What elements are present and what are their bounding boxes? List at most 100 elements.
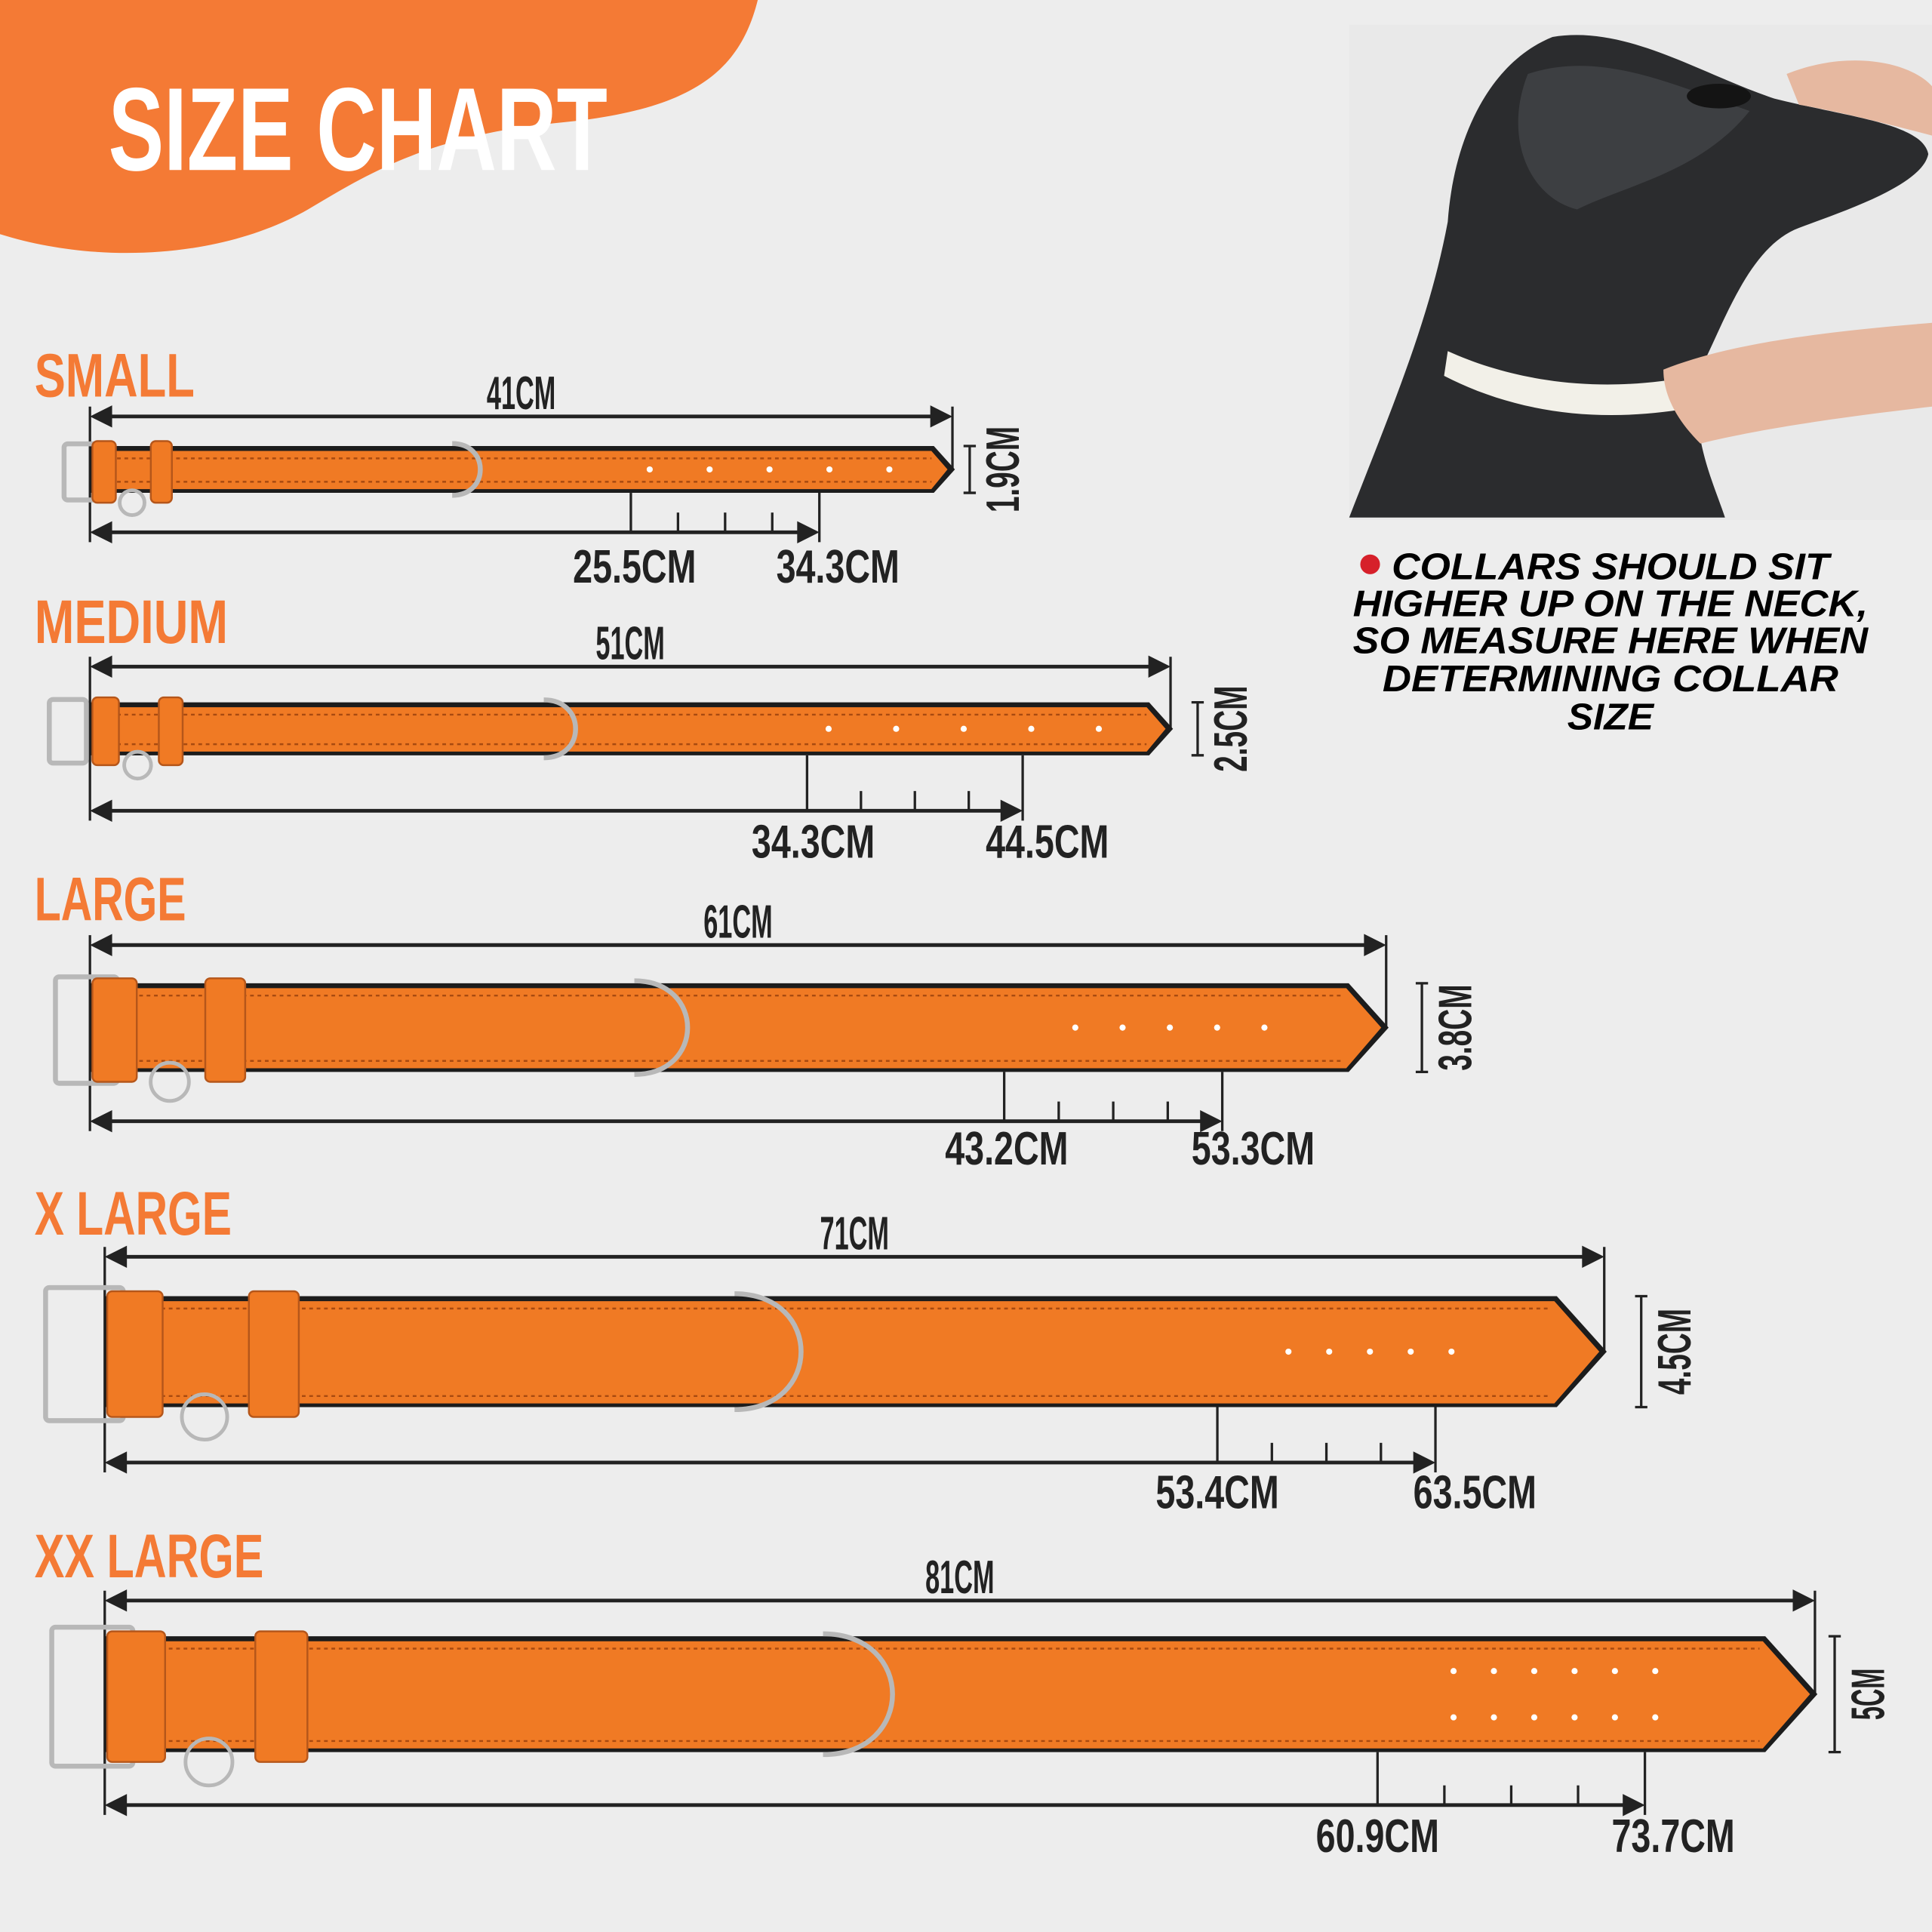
- hole: [1119, 1024, 1126, 1031]
- hole: [826, 466, 833, 473]
- size-row-medium: MEDIUM 51CM 34.3CM 44.5CM 2.5CM: [35, 588, 1258, 868]
- keeper-loop: [248, 1290, 300, 1418]
- hole: [1491, 1668, 1497, 1675]
- collar-image: [53, 974, 1389, 1103]
- hole: [1326, 1348, 1333, 1355]
- hole: [1491, 1714, 1497, 1721]
- neck-max-label: 63.5CM: [1414, 1466, 1537, 1518]
- size-row-xx-large: XX LARGE 81CM 60.9CM 73.7CM 5CM: [35, 1522, 1895, 1863]
- arrow-head-left: [90, 405, 112, 428]
- buckle-icon: [47, 697, 89, 766]
- keeper-loop: [91, 977, 138, 1083]
- keeper-loop: [158, 696, 184, 767]
- keeper-loop: [204, 977, 247, 1083]
- hole: [1214, 1024, 1220, 1031]
- arrow-head-left: [90, 655, 112, 678]
- hole: [1450, 1668, 1457, 1675]
- arrow-head-left: [104, 1245, 128, 1268]
- neck-max-label: 34.3CM: [777, 541, 900, 593]
- measuring-tape-icon: [1444, 351, 1698, 416]
- hole: [1611, 1714, 1618, 1721]
- length-label: 61CM: [703, 896, 772, 948]
- neck-range-arrow: [90, 799, 1023, 822]
- hole: [1285, 1348, 1292, 1355]
- hole: [886, 466, 893, 473]
- red-dot-icon: [1360, 554, 1380, 574]
- note-line: SIZE: [1567, 697, 1655, 738]
- d-ring-icon: [634, 978, 691, 1077]
- hole: [1531, 1714, 1538, 1721]
- arrow-head-left: [90, 799, 112, 822]
- ring-icon: [183, 1737, 235, 1788]
- length-label: 41CM: [487, 368, 555, 420]
- d-ring-icon: [734, 1291, 804, 1413]
- neck-range-arrow: [104, 1451, 1436, 1474]
- hole: [1407, 1348, 1414, 1355]
- keeper-loop: [106, 1290, 164, 1418]
- neck-min-label: 43.2CM: [945, 1123, 1068, 1175]
- hole: [825, 725, 832, 732]
- ring-icon: [149, 1060, 191, 1103]
- d-ring-icon: [451, 441, 483, 498]
- length-arrow: [90, 655, 1171, 678]
- title-banner: [0, 0, 758, 254]
- size-label: MEDIUM: [35, 588, 228, 657]
- width-label: 1.9CM: [977, 426, 1029, 512]
- hole: [1028, 725, 1035, 732]
- hole: [1652, 1668, 1659, 1675]
- d-ring-icon: [543, 697, 578, 761]
- neck-range-arrow: [90, 1110, 1223, 1133]
- hole: [1652, 1714, 1659, 1721]
- neck-range-arrow: [90, 521, 820, 543]
- hole: [1095, 725, 1103, 732]
- length-label: 71CM: [820, 1208, 889, 1260]
- arrow-head-left: [90, 1110, 112, 1133]
- keeper-loop: [91, 696, 120, 767]
- neck-min-label: 53.4CM: [1155, 1466, 1278, 1518]
- collar-image: [61, 440, 955, 518]
- collar-strap: [94, 707, 1166, 752]
- ring-icon: [118, 488, 146, 518]
- arrow-head-right: [1413, 1451, 1436, 1474]
- hole: [1261, 1024, 1268, 1031]
- page-title: SIZE CHART: [109, 63, 608, 195]
- keeper-loop: [91, 440, 117, 504]
- width-label: 3.8CM: [1429, 984, 1481, 1070]
- length-label: 81CM: [925, 1552, 994, 1604]
- arrow-head-left: [90, 934, 112, 956]
- keeper-loop: [254, 1630, 309, 1763]
- neck-max-label: 73.7CM: [1612, 1810, 1735, 1863]
- collar-strap: [109, 1641, 1810, 1749]
- hole: [893, 725, 900, 732]
- arrow-head-right: [930, 405, 953, 428]
- length-arrow: [104, 1589, 1815, 1612]
- hole: [1072, 1024, 1078, 1031]
- hole: [1571, 1668, 1578, 1675]
- length-arrow: [104, 1245, 1604, 1268]
- measuring-note: COLLARS SHOULD SIT HIGHER UP ON THE NECK…: [1353, 546, 1869, 737]
- width-label: 2.5CM: [1205, 686, 1257, 772]
- hole: [706, 466, 713, 473]
- hole: [1167, 1024, 1174, 1031]
- collar-image: [47, 696, 1174, 781]
- note-line: COLLARS SHOULD SIT: [1392, 546, 1832, 587]
- size-label: XX LARGE: [35, 1522, 264, 1591]
- hole: [960, 725, 968, 732]
- arrow-head-right: [1364, 934, 1386, 956]
- ring-icon: [122, 749, 153, 781]
- hole: [646, 466, 653, 473]
- neck-min-label: 25.5CM: [573, 541, 696, 593]
- arrow-head-left: [104, 1451, 128, 1474]
- hole: [1531, 1668, 1538, 1675]
- arrow-head-right: [1148, 655, 1171, 678]
- hole: [766, 466, 773, 473]
- d-ring-icon: [823, 1631, 895, 1758]
- arrow-head-right: [797, 521, 820, 543]
- ring-icon: [180, 1392, 229, 1442]
- size-label: X LARGE: [35, 1180, 232, 1248]
- length-label: 51CM: [595, 617, 664, 669]
- width-label: 4.5CM: [1649, 1309, 1701, 1395]
- arrow-head-right: [1792, 1589, 1815, 1612]
